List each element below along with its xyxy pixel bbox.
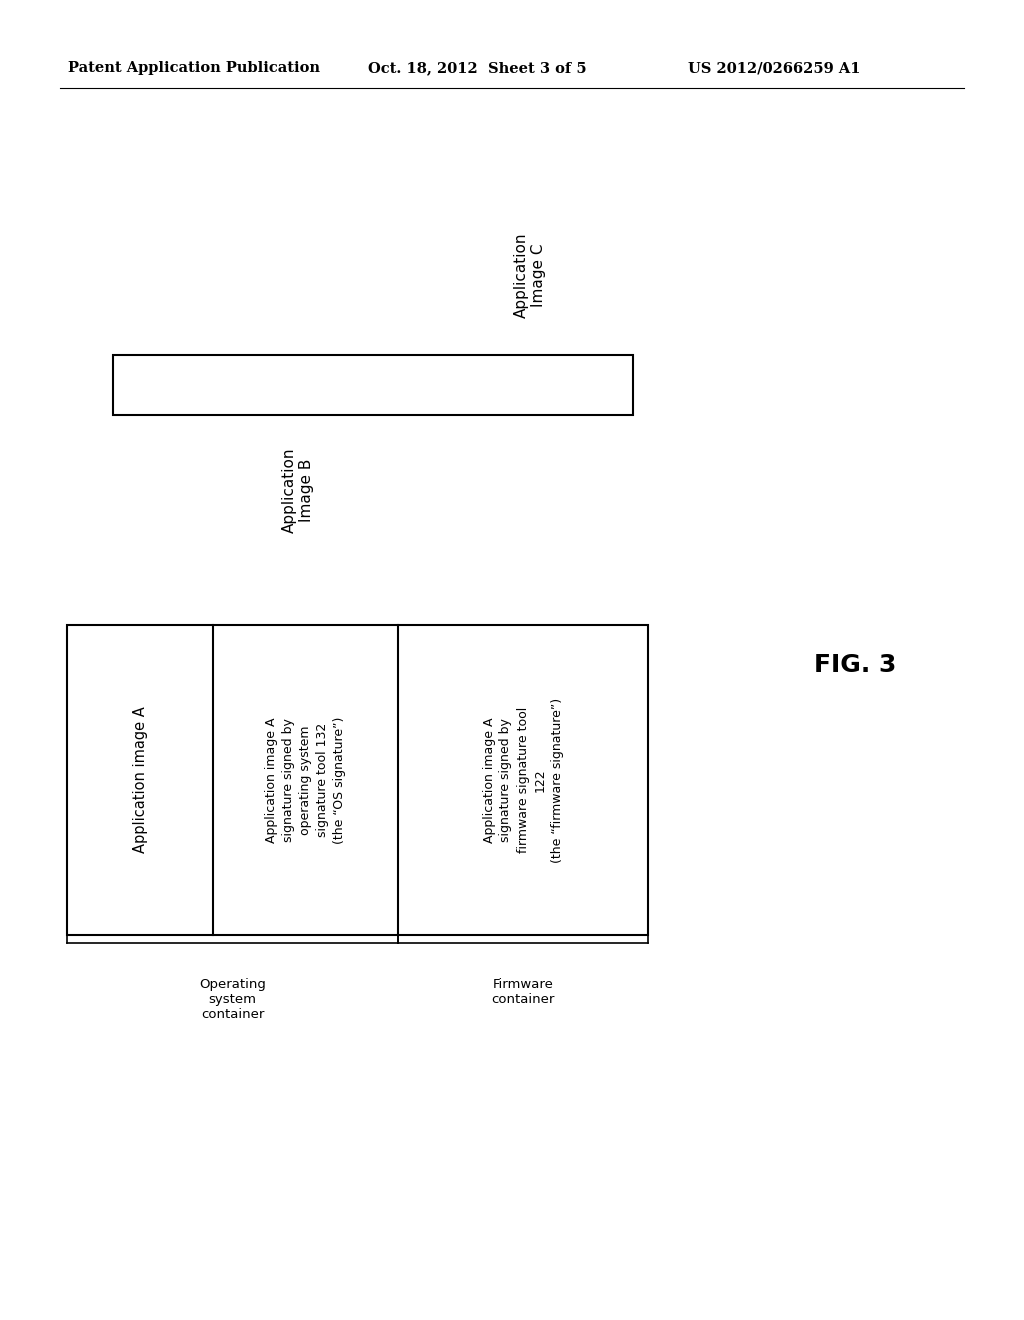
Text: Application
Image B: Application Image B bbox=[282, 447, 314, 533]
Text: FIG. 3: FIG. 3 bbox=[814, 653, 896, 677]
Text: US 2012/0266259 A1: US 2012/0266259 A1 bbox=[688, 61, 860, 75]
Text: Oct. 18, 2012  Sheet 3 of 5: Oct. 18, 2012 Sheet 3 of 5 bbox=[368, 61, 587, 75]
Text: Application
Image C: Application Image C bbox=[514, 232, 546, 318]
Bar bbox=[67, 624, 648, 935]
Text: Application image A
signature signed by
firmware signature tool
122
(the “firmwa: Application image A signature signed by … bbox=[482, 697, 563, 862]
Text: Firmware
container: Firmware container bbox=[492, 978, 555, 1006]
Text: Application image A: Application image A bbox=[132, 706, 147, 853]
Text: Patent Application Publication: Patent Application Publication bbox=[68, 61, 319, 75]
Text: Operating
system
container: Operating system container bbox=[199, 978, 266, 1020]
Bar bbox=[113, 355, 633, 414]
Text: Application image A
signature signed by
operating system
signature tool 132
(the: Application image A signature signed by … bbox=[265, 717, 346, 843]
